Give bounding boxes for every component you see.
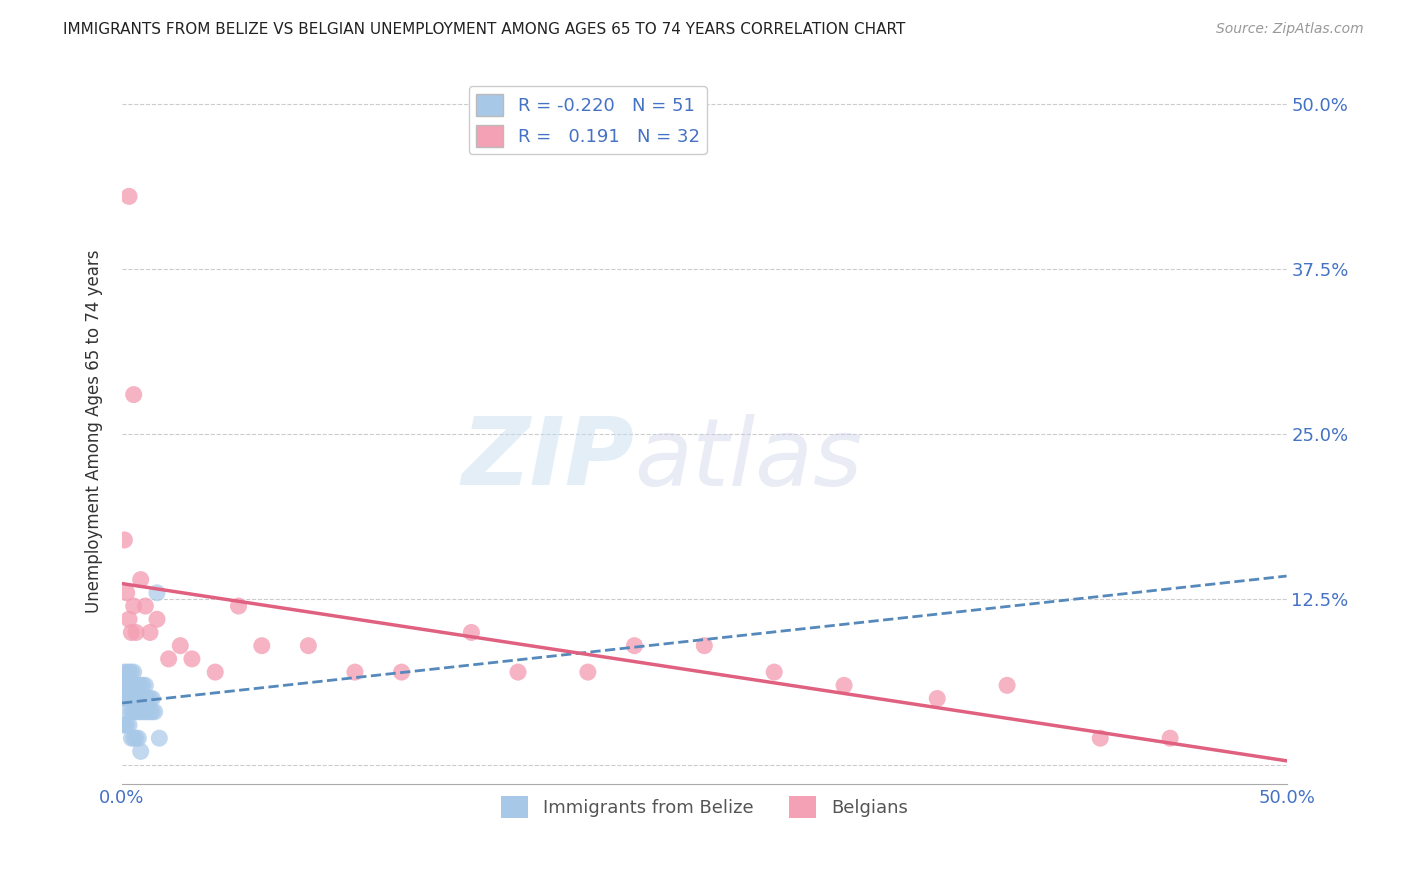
Point <box>127 691 149 706</box>
Point <box>391 665 413 679</box>
Point <box>136 705 159 719</box>
Point <box>122 387 145 401</box>
Point <box>127 731 149 746</box>
Point <box>250 639 273 653</box>
Point <box>136 691 159 706</box>
Point <box>204 665 226 679</box>
Point <box>125 705 148 719</box>
Point <box>112 665 135 679</box>
Point <box>120 665 142 679</box>
Point <box>127 705 149 719</box>
Point <box>129 678 152 692</box>
Point <box>115 678 138 692</box>
Point <box>112 533 135 547</box>
Point <box>132 705 155 719</box>
Point <box>129 573 152 587</box>
Point <box>129 705 152 719</box>
Point <box>112 718 135 732</box>
Point <box>118 705 141 719</box>
Point <box>297 639 319 653</box>
Point <box>125 691 148 706</box>
Point <box>506 665 529 679</box>
Point <box>995 678 1018 692</box>
Point <box>118 612 141 626</box>
Point <box>693 639 716 653</box>
Point <box>120 625 142 640</box>
Point <box>139 691 162 706</box>
Point <box>122 599 145 613</box>
Text: Source: ZipAtlas.com: Source: ZipAtlas.com <box>1216 22 1364 37</box>
Point <box>576 665 599 679</box>
Point <box>1159 731 1181 746</box>
Point <box>1090 731 1112 746</box>
Point <box>832 678 855 692</box>
Point <box>111 718 134 732</box>
Point <box>115 665 138 679</box>
Point <box>132 691 155 706</box>
Point <box>122 691 145 706</box>
Point <box>125 731 148 746</box>
Point <box>139 705 162 719</box>
Point <box>141 705 163 719</box>
Point <box>129 744 152 758</box>
Point <box>118 691 141 706</box>
Point <box>927 691 949 706</box>
Point <box>115 691 138 706</box>
Point <box>343 665 366 679</box>
Text: IMMIGRANTS FROM BELIZE VS BELGIAN UNEMPLOYMENT AMONG AGES 65 TO 74 YEARS CORRELA: IMMIGRANTS FROM BELIZE VS BELGIAN UNEMPL… <box>63 22 905 37</box>
Point <box>169 639 191 653</box>
Point <box>122 665 145 679</box>
Text: atlas: atlas <box>634 414 863 505</box>
Point <box>122 705 145 719</box>
Point <box>120 705 142 719</box>
Point <box>134 678 156 692</box>
Point <box>120 691 142 706</box>
Point <box>228 599 250 613</box>
Point <box>134 705 156 719</box>
Point <box>134 599 156 613</box>
Point <box>139 625 162 640</box>
Point <box>118 665 141 679</box>
Point <box>134 691 156 706</box>
Point <box>112 678 135 692</box>
Y-axis label: Unemployment Among Ages 65 to 74 years: Unemployment Among Ages 65 to 74 years <box>86 249 103 613</box>
Point <box>122 731 145 746</box>
Point <box>118 718 141 732</box>
Text: ZIP: ZIP <box>461 413 634 505</box>
Point <box>129 691 152 706</box>
Point <box>132 678 155 692</box>
Point <box>146 612 169 626</box>
Legend: Immigrants from Belize, Belgians: Immigrants from Belize, Belgians <box>494 789 915 825</box>
Point <box>141 691 163 706</box>
Point <box>763 665 786 679</box>
Point <box>120 731 142 746</box>
Point <box>143 705 166 719</box>
Point <box>125 678 148 692</box>
Point <box>125 625 148 640</box>
Point <box>623 639 645 653</box>
Point <box>115 718 138 732</box>
Point <box>157 652 180 666</box>
Point <box>120 678 142 692</box>
Point <box>118 189 141 203</box>
Point <box>127 678 149 692</box>
Point <box>118 678 141 692</box>
Point <box>115 586 138 600</box>
Point <box>122 678 145 692</box>
Point <box>148 731 170 746</box>
Point <box>181 652 204 666</box>
Point <box>460 625 482 640</box>
Point <box>111 691 134 706</box>
Point <box>146 586 169 600</box>
